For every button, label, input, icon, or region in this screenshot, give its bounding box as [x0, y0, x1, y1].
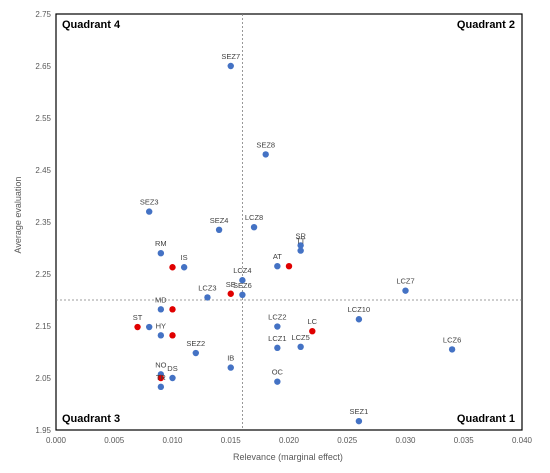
x-tick-label: 0.015: [221, 436, 242, 445]
data-point: [309, 328, 316, 335]
x-tick-label: 0.010: [162, 436, 183, 445]
data-point: [274, 323, 281, 330]
y-tick-label: 2.45: [35, 166, 51, 175]
data-point-label: LCZ4: [233, 266, 251, 275]
data-point: [239, 291, 246, 298]
data-point-label: LCZ2: [268, 313, 286, 322]
quadrant-3-label: Quadrant 3: [62, 413, 120, 425]
data-point: [180, 264, 188, 271]
data-point: [297, 242, 304, 249]
data-point-label: LC: [308, 317, 318, 326]
data-point-label: SEZ3: [140, 198, 159, 207]
x-tick-label: 0.000: [46, 436, 67, 445]
data-point-label: ST: [133, 313, 143, 322]
data-point-label: DS: [167, 364, 177, 373]
data-point: [448, 346, 456, 353]
data-point: [285, 263, 293, 270]
data-point: [204, 294, 211, 301]
y-tick-label: 1.95: [35, 426, 51, 435]
data-point: [274, 263, 281, 270]
data-point: [169, 374, 176, 382]
x-tick-label: 0.040: [512, 436, 533, 445]
data-point-label: LCZ6: [443, 335, 461, 344]
quadrant-1-label: Quadrant 1: [457, 413, 515, 425]
data-point: [169, 332, 176, 339]
data-point: [355, 417, 363, 425]
data-point-label: TT: [296, 237, 306, 246]
data-point-label: TR: [156, 373, 167, 382]
data-point-label: SEZ6: [233, 281, 252, 290]
data-point: [157, 332, 165, 339]
data-point: [402, 287, 409, 294]
y-tick-label: 2.15: [35, 322, 51, 331]
data-point-label: SEZ1: [350, 407, 369, 416]
data-point: [239, 277, 246, 284]
data-point: [146, 208, 153, 215]
x-tick-label: 0.035: [454, 436, 475, 445]
x-tick-label: 0.030: [395, 436, 416, 445]
y-axis-title: Average evaluation: [13, 177, 23, 254]
x-tick-label: 0.005: [104, 436, 125, 445]
data-point: [274, 344, 281, 352]
data-point: [262, 151, 269, 158]
data-point-label: SE: [226, 280, 236, 289]
y-tick-label: 2.65: [35, 62, 51, 71]
y-tick-label: 2.05: [35, 374, 51, 383]
y-tick-label: 2.25: [35, 270, 51, 279]
data-point: [355, 316, 363, 323]
data-point: [297, 247, 304, 254]
data-point-label: SR: [295, 231, 306, 240]
data-point-label: RM: [155, 239, 167, 248]
data-point: [157, 250, 165, 257]
data-point: [215, 226, 223, 233]
x-tick-label: 0.020: [279, 436, 300, 445]
data-point-label: LCZ7: [396, 277, 414, 286]
data-point: [274, 378, 281, 385]
data-point: [227, 62, 234, 70]
data-point-label: AT: [273, 252, 282, 261]
data-point-label: SEZ8: [256, 140, 275, 149]
y-tick-label: 2.55: [35, 114, 51, 123]
data-point-label: LCZ3: [198, 283, 216, 292]
data-point-label: SEZ7: [221, 52, 240, 61]
data-point: [169, 306, 176, 313]
data-point: [250, 224, 258, 231]
data-point: [227, 364, 234, 371]
data-point-label: OC: [272, 368, 284, 377]
data-point: [157, 374, 165, 382]
data-point: [192, 349, 199, 357]
data-point: [157, 306, 165, 313]
y-tick-label: 2.35: [35, 218, 51, 227]
data-point: [157, 383, 165, 391]
quadrant-2-label: Quadrant 2: [457, 19, 515, 31]
x-axis-title: Relevance (marginal effect): [233, 452, 343, 462]
data-point: [227, 290, 234, 297]
data-point-label: IB: [227, 354, 234, 363]
data-point-label: IS: [181, 253, 188, 262]
data-point: [169, 264, 176, 271]
data-point-label: SEZ4: [210, 216, 229, 225]
data-point-label: LCZ1: [268, 334, 286, 343]
data-point-label: LCZ10: [348, 305, 371, 314]
data-point-label: LCZ8: [245, 213, 263, 222]
data-point: [297, 343, 304, 350]
data-point-label: MD: [155, 295, 167, 304]
plot-border: [55, 13, 523, 431]
y-tick-label: 2.75: [35, 10, 51, 19]
data-point: [134, 323, 141, 331]
data-point-label: HY: [156, 321, 166, 330]
quadrant-4-label: Quadrant 4: [62, 19, 121, 31]
data-point-label: NO: [155, 360, 166, 369]
data-point: [146, 323, 153, 331]
data-point-label: LCZ5: [291, 333, 309, 342]
x-tick-label: 0.025: [337, 436, 358, 445]
data-point-label: SEZ2: [186, 339, 205, 348]
